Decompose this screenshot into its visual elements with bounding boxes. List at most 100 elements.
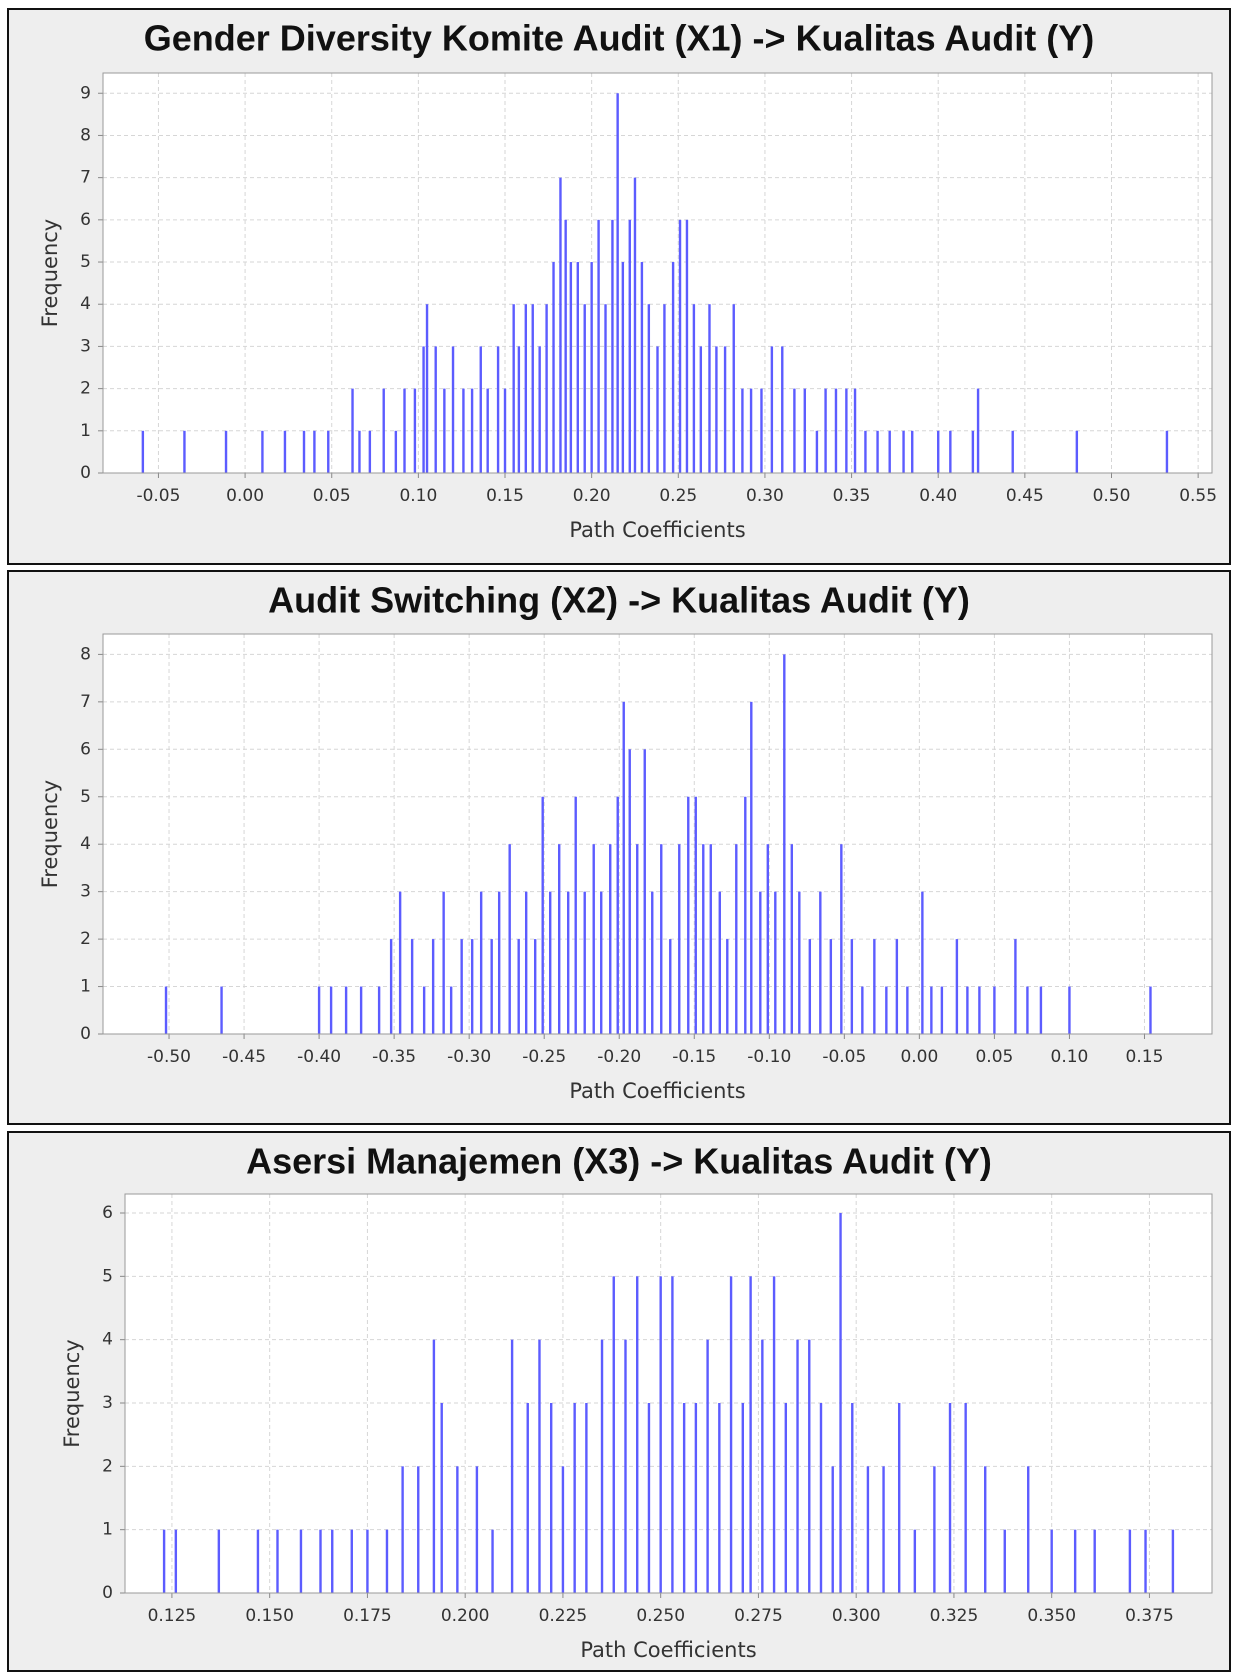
bar [643,749,646,1034]
bar [819,891,822,1034]
y-tick-label: 4 [80,834,91,854]
bar [803,388,806,473]
bar [682,1403,686,1593]
bar [475,1466,479,1593]
chart-title: Audit Switching (X2) -> Kualitas Audit (… [268,580,970,621]
bar [443,388,446,473]
bar [687,796,690,1034]
bar [564,219,567,473]
x-tick-label: 0.05 [313,486,351,506]
bar [510,1339,514,1593]
y-tick-label: 2 [102,1456,113,1476]
bar [491,1529,494,1593]
bar [706,1339,709,1593]
x-tick-label: -0.05 [822,1047,866,1067]
bar [685,219,689,473]
bar [549,1403,553,1593]
bar [217,1529,221,1593]
y-tick-label: 7 [80,692,91,712]
plot-area [125,1194,1212,1593]
bar [964,1403,967,1593]
y-tick-label: 0 [102,1583,113,1603]
bar [585,1403,588,1593]
x-tick-label: -0.45 [222,1047,266,1067]
bar [486,388,489,473]
bar [401,1466,404,1593]
bar [600,891,603,1034]
x-tick-label: 0.00 [226,486,264,506]
bar [760,388,763,473]
bar [1075,430,1079,473]
x-tick-label: -0.50 [147,1047,191,1067]
x-tick-label: -0.25 [522,1047,566,1067]
bar [729,1276,733,1593]
bar [524,891,528,1034]
bar [462,388,465,473]
bar [327,430,330,473]
bar [319,1529,322,1593]
y-tick-label: 0 [80,463,91,483]
y-tick-label: 4 [102,1330,113,1350]
x-axis-label: Path Coefficients [580,1638,756,1662]
plot-area [103,634,1212,1034]
bar [394,430,398,473]
bar [524,304,528,473]
bar [1073,1529,1077,1593]
bar [403,388,406,473]
x-tick-label: 0.20 [573,486,611,506]
y-tick-label: 5 [102,1266,113,1286]
bar [808,939,812,1034]
bar [456,1466,459,1593]
bar [911,430,914,473]
bar [592,844,595,1034]
bar [552,262,555,473]
bar [224,430,228,473]
bar [853,388,857,473]
bar [741,1403,744,1593]
x-tick-label: 0.125 [148,1606,197,1626]
bar [633,177,637,473]
bar [628,219,631,473]
bar [440,1403,443,1593]
bar [798,891,801,1034]
bar [824,388,827,473]
bar [840,844,843,1034]
bar [1128,1529,1132,1593]
bar [276,1529,279,1593]
bar [781,346,784,473]
bar [949,430,952,473]
bar [976,388,980,473]
bar [774,891,777,1034]
bar [940,986,944,1034]
y-tick-label: 1 [102,1520,113,1540]
bar [567,891,570,1034]
bar [808,1339,811,1593]
bar [382,388,385,473]
x-tick-label: -0.10 [747,1047,791,1067]
bar [694,1403,698,1593]
y-tick-label: 3 [80,336,91,356]
y-axis-label: Frequency [38,219,62,328]
bar [647,1403,651,1593]
x-tick-label: 0.175 [343,1606,392,1626]
bar [796,1339,799,1593]
bar [538,346,541,473]
bar [164,986,168,1034]
bar [839,1213,842,1593]
x-tick-label: -0.40 [297,1047,341,1067]
bar [460,939,463,1034]
y-tick-label: 3 [80,882,91,902]
bar [948,1403,952,1593]
bar [732,304,735,473]
bar [470,388,474,473]
y-tick-label: 2 [80,379,91,399]
bar [344,986,348,1034]
y-tick-label: 1 [80,977,91,997]
bar [576,262,579,473]
bar [759,891,762,1034]
chart-title: Asersi Manajemen (X3) -> Kualitas Audit … [246,1141,992,1182]
bar [508,844,511,1034]
bar [611,219,614,473]
bar [545,304,548,473]
bar [895,939,899,1034]
